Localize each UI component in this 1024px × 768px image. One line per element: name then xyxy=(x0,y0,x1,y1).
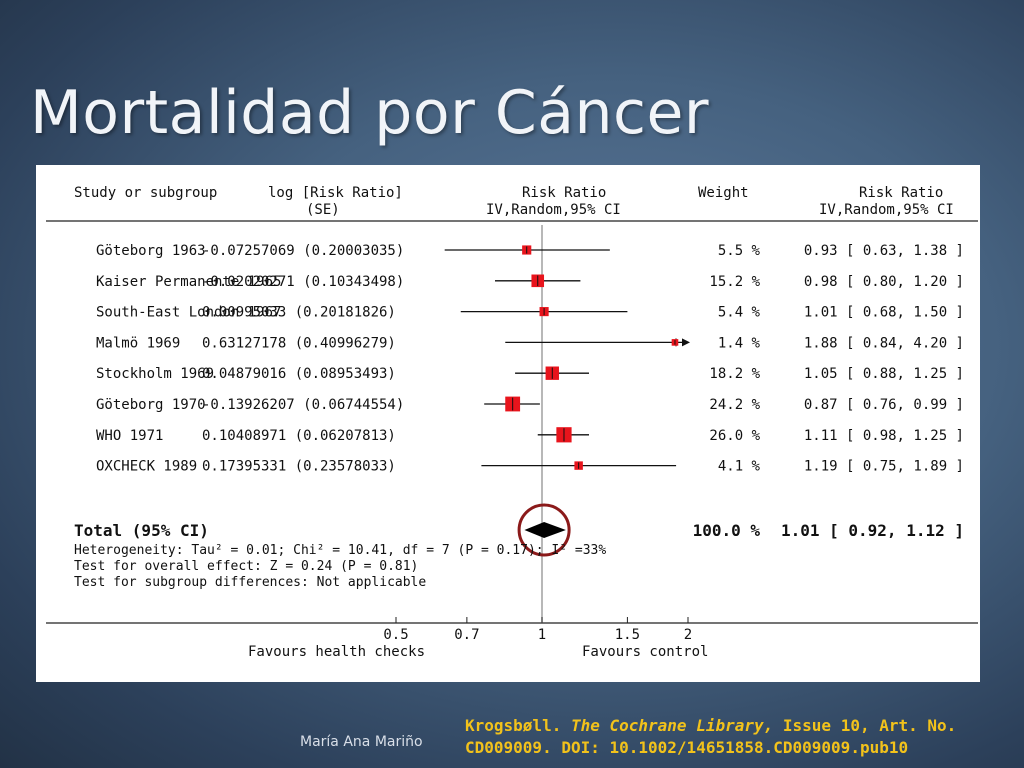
study-weight: 18.2 % xyxy=(709,366,760,382)
header-se: (SE) xyxy=(306,202,340,218)
slide-title: Mortalidad por Cáncer xyxy=(30,78,710,148)
ci-arrow xyxy=(682,338,690,347)
citation-journal: The Cochrane Library, xyxy=(570,716,774,735)
citation-author: Krogsbøll. xyxy=(465,716,571,735)
study-name: OXCHECK 1989 xyxy=(96,459,197,475)
study-name: WHO 1971 xyxy=(96,428,163,444)
study-logrr: 0.04879016 (0.08953493) xyxy=(202,366,396,382)
study-weight: 5.5 % xyxy=(718,243,761,259)
study-ci: 1.88 [ 0.84, 4.20 ] xyxy=(804,335,964,351)
study-weight: 15.2 % xyxy=(709,274,760,290)
total-label: Total (95% CI) xyxy=(74,521,209,540)
favours-left-label: Favours health checks xyxy=(248,644,425,660)
total-weight: 100.0 % xyxy=(693,521,761,540)
study-name: Stockholm 1969 xyxy=(96,366,214,382)
study-ci: 0.98 [ 0.80, 1.20 ] xyxy=(804,274,964,290)
header-method-text: IV,Random,95% CI xyxy=(819,202,954,218)
favours-right-label: Favours control xyxy=(582,644,708,660)
study-logrr: 0.17395331 (0.23578033) xyxy=(202,459,396,475)
header-riskratio-text: Risk Ratio xyxy=(859,185,943,201)
study-logrr: 0.00995033 (0.20181826) xyxy=(202,305,396,321)
forest-plot: Study or subgroup log [Risk Ratio] (SE) … xyxy=(46,185,978,660)
note-overall-effect: Test for overall effect: Z = 0.24 (P = 0… xyxy=(74,559,418,574)
x-tick-label: 1.5 xyxy=(615,627,640,643)
total-diamond xyxy=(524,522,566,538)
study-name: Göteborg 1970 xyxy=(96,397,206,413)
header-study: Study or subgroup xyxy=(74,185,217,201)
note-heterogeneity: Heterogeneity: Tau² = 0.01; Chi² = 10.41… xyxy=(74,543,606,558)
citation-details: Issue 10, Art. No. CD009009. DOI: 10.100… xyxy=(465,716,957,757)
study-name: Göteborg 1963 xyxy=(96,243,206,259)
study-weight: 4.1 % xyxy=(718,459,761,475)
study-logrr: -0.07257069 (0.20003035) xyxy=(202,243,404,259)
header-method-plot: IV,Random,95% CI xyxy=(486,202,621,218)
study-ci: 0.87 [ 0.76, 0.99 ] xyxy=(804,397,964,413)
study-ci: 0.93 [ 0.63, 1.38 ] xyxy=(804,243,964,259)
header-riskratio-plot: Risk Ratio xyxy=(522,185,606,201)
study-logrr: -0.13926207 (0.06744554) xyxy=(202,397,404,413)
study-logrr: 0.63127178 (0.40996279) xyxy=(202,335,396,351)
study-weight: 1.4 % xyxy=(718,335,761,351)
total-ci: 1.01 [ 0.92, 1.12 ] xyxy=(781,521,964,540)
study-ci: 1.01 [ 0.68, 1.50 ] xyxy=(804,305,964,321)
study-ci: 1.19 [ 0.75, 1.89 ] xyxy=(804,459,964,475)
header-logrr: log [Risk Ratio] xyxy=(268,185,403,201)
citation: Krogsbøll. The Cochrane Library, Issue 1… xyxy=(465,715,1020,759)
x-tick-label: 0.7 xyxy=(454,627,479,643)
forest-plot-panel: Study or subgroup log [Risk Ratio] (SE) … xyxy=(36,165,980,682)
study-logrr: 0.10408971 (0.06207813) xyxy=(202,428,396,444)
author-footer: María Ana Mariño xyxy=(300,734,423,750)
x-tick-label: 1 xyxy=(538,627,546,643)
study-ci: 1.05 [ 0.88, 1.25 ] xyxy=(804,366,964,382)
highlight-circle xyxy=(517,503,571,557)
note-subgroup: Test for subgroup differences: Not appli… xyxy=(74,575,426,590)
x-tick-label: 0.5 xyxy=(383,627,408,643)
study-logrr: -0.02020271 (0.10343498) xyxy=(202,274,404,290)
header-weight: Weight xyxy=(698,185,749,201)
study-name: South-East London 1967 xyxy=(96,305,281,321)
study-weight: 24.2 % xyxy=(709,397,760,413)
study-weight: 5.4 % xyxy=(718,305,761,321)
study-name: Kaiser Permanente 1965 xyxy=(96,274,281,290)
x-tick-label: 2 xyxy=(684,627,692,643)
study-weight: 26.0 % xyxy=(709,428,760,444)
study-ci: 1.11 [ 0.98, 1.25 ] xyxy=(804,428,964,444)
study-name: Malmö 1969 xyxy=(96,335,180,351)
